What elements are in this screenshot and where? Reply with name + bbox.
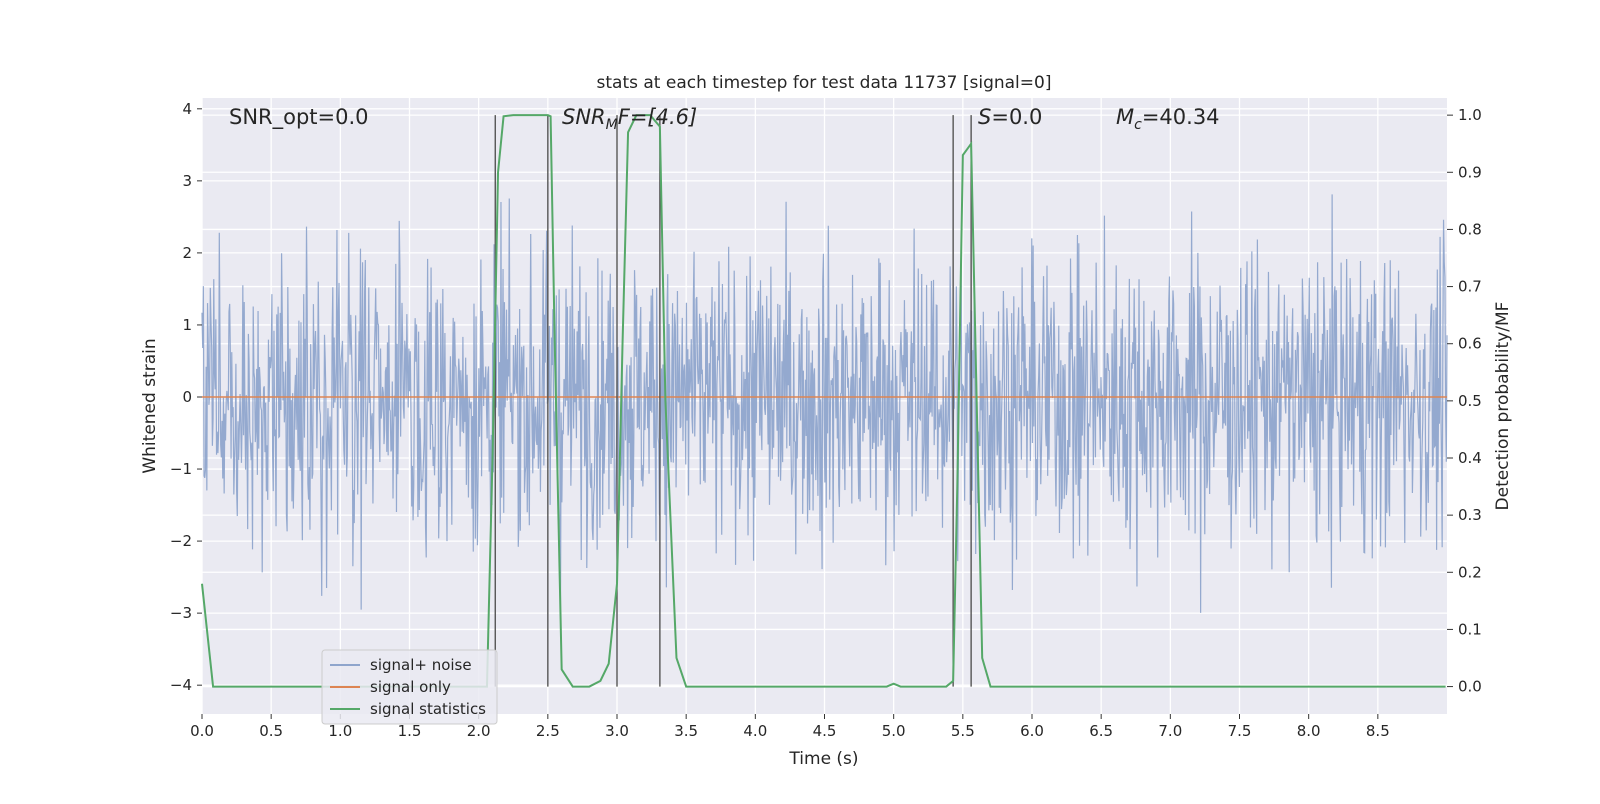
x-tick-label: 8.5 [1366,722,1390,740]
x-tick-label: 1.5 [398,722,422,740]
y2-tick-label: 0.1 [1458,620,1482,638]
x-tick-label: 1.0 [328,722,352,740]
y-tick-label: 3 [182,172,192,190]
x-tick-label: 5.5 [951,722,975,740]
y2-tick-label: 0.2 [1458,563,1482,581]
x-axis-label: Time (s) [788,749,858,769]
x-tick-label: 7.0 [1158,722,1182,740]
x-tick-label: 6.0 [1020,722,1044,740]
x-tick-label: 5.0 [882,722,906,740]
x-tick-label: 8.0 [1297,722,1321,740]
y-tick-label: −1 [170,460,192,478]
y2-tick-label: 0.6 [1458,335,1482,353]
legend-label-signal-statistics: signal statistics [370,700,486,718]
y-axis-ticks: 4 3 2 1 0 −1 −2 −3 −4 [170,100,202,694]
x-tick-label: 4.0 [743,722,767,740]
y2-tick-label: 0.7 [1458,278,1482,296]
annotation-mc-tail: =40.34 [1142,105,1220,129]
series-signal-statistics [201,114,1446,688]
annotation-s-main: S [978,105,991,129]
x-tick-label: 0.5 [259,722,283,740]
line-signal-statistics [201,114,1446,688]
x-tick-label: 7.5 [1228,722,1252,740]
legend-label-signal-plus-noise: signal+ noise [370,656,472,674]
annotation-snr-mf-tail: F=[4.6] [618,105,697,129]
y-tick-label: 1 [182,316,192,334]
line-signal-plus-noise [201,194,1448,613]
y-tick-label: −4 [170,676,192,694]
legend-box [321,649,498,725]
annotation-mc-main: M [1116,105,1134,129]
x-tick-label: 2.5 [536,722,560,740]
x-tick-label: 3.0 [605,722,629,740]
x-tick-label: 6.5 [1089,722,1113,740]
annotation-snr-mf-main: SNR [562,105,606,129]
y2-axis-ticks: 1.0 0.9 0.8 0.7 0.6 0.5 0.4 0.3 0.2 0.1 0.0 [1447,106,1482,696]
annotation-mc-sub: c [1134,117,1142,133]
y2-axis-label: Detection probability/MF [1493,302,1513,511]
y-tick-label: 4 [182,100,192,118]
annotation-snr-opt: SNR_opt=0.0 [229,105,369,130]
y2-tick-label: 1.0 [1458,106,1482,124]
y2-tick-label: 0.4 [1458,449,1482,467]
y-tick-label: −2 [170,532,192,550]
x-axis-ticks: 0.0 0.5 1.0 1.5 2.0 2.5 3.0 3.5 4.0 4.5 5.0 5.5 6.0 6… [190,714,1390,740]
x-tick-label: 2.0 [467,722,491,740]
y2-tick-label: 0.3 [1458,506,1482,524]
y-tick-label: −3 [170,604,192,622]
series-signal-plus-noise [201,194,1448,613]
y-axis-label: Whitened strain [140,338,160,473]
annotation-mc: Mc=40.34 [1116,105,1220,133]
annotation-s-tail: =0.0 [991,105,1042,129]
y2-tick-label: 0.9 [1458,163,1482,181]
annotation-snr-mf: SNRMF=[4.6] [562,105,697,133]
x-tick-label: 4.5 [813,722,837,740]
y2-tick-label: 0.0 [1458,678,1482,696]
chart-title: stats at each timestep for test data 117… [597,73,1052,93]
x-tick-label: 3.5 [674,722,698,740]
y2-tick-label: 0.8 [1458,220,1482,238]
y-tick-label: 2 [182,244,192,262]
legend-label-signal-only: signal only [370,678,451,696]
annotation-snr-mf-sub: M [606,117,618,133]
y2-tick-label: 0.5 [1458,392,1482,410]
x-tick-label: 0.0 [190,722,214,740]
y-tick-label: 0 [182,388,192,406]
annotation-s: S=0.0 [978,105,1042,129]
legend: signal+ noise signal only signal statist… [321,649,498,725]
